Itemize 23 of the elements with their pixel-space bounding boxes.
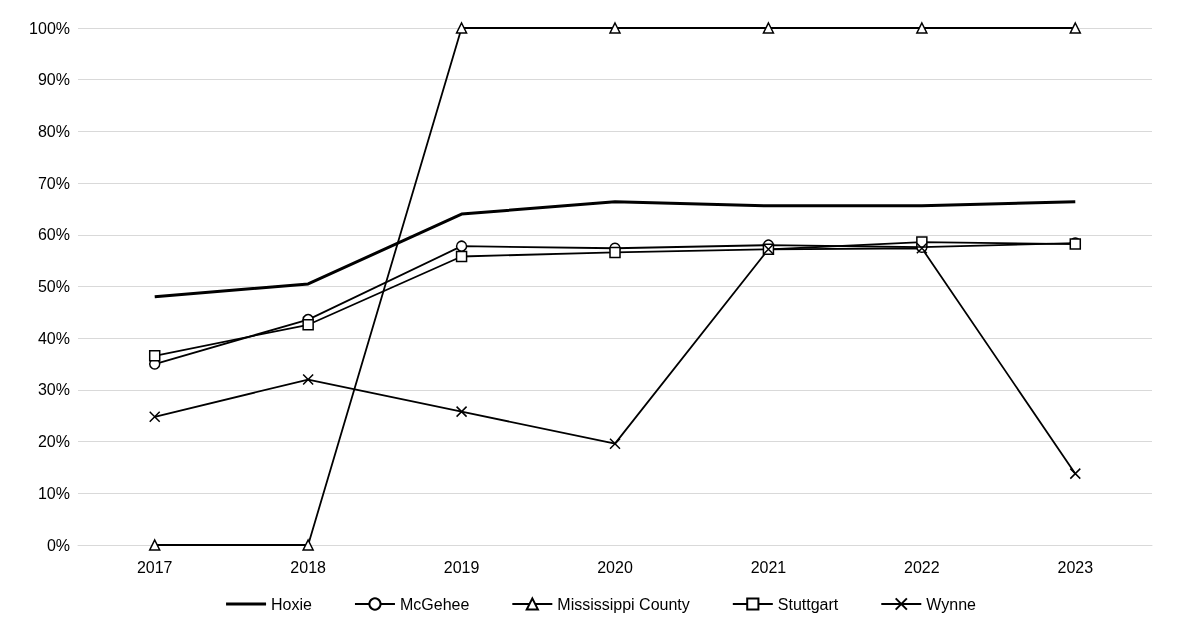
x-tick-label: 2023 [1057,558,1094,576]
x-tick-label: 2019 [443,558,480,576]
y-tick-label: 10% [37,484,70,502]
x-tick-label: 2018 [290,558,327,576]
y-tick-label: 0% [46,536,70,554]
y-tick-label: 40% [37,329,70,347]
y-tick-label: 80% [37,122,70,140]
x-tick-label: 2021 [750,558,787,576]
x-tick-label: 2017 [136,558,173,576]
y-tick-label: 50% [37,278,70,295]
y-tick-label: 90% [37,71,70,89]
legend-label: Stuttgart [777,595,839,613]
y-tick-label: 20% [37,433,70,451]
y-tick-label: 70% [37,174,70,192]
x-tick-label: 2022 [904,558,940,576]
legend-label: Hoxie [271,595,313,613]
legend-label: Wynne [926,595,977,613]
y-tick-label: 60% [37,226,70,244]
y-tick-label: 30% [37,381,70,399]
legend-label: Mississippi County [557,595,690,613]
y-tick-label: 100% [29,19,70,37]
x-tick-label: 2020 [597,558,633,576]
legend-label: McGehee [399,595,470,613]
